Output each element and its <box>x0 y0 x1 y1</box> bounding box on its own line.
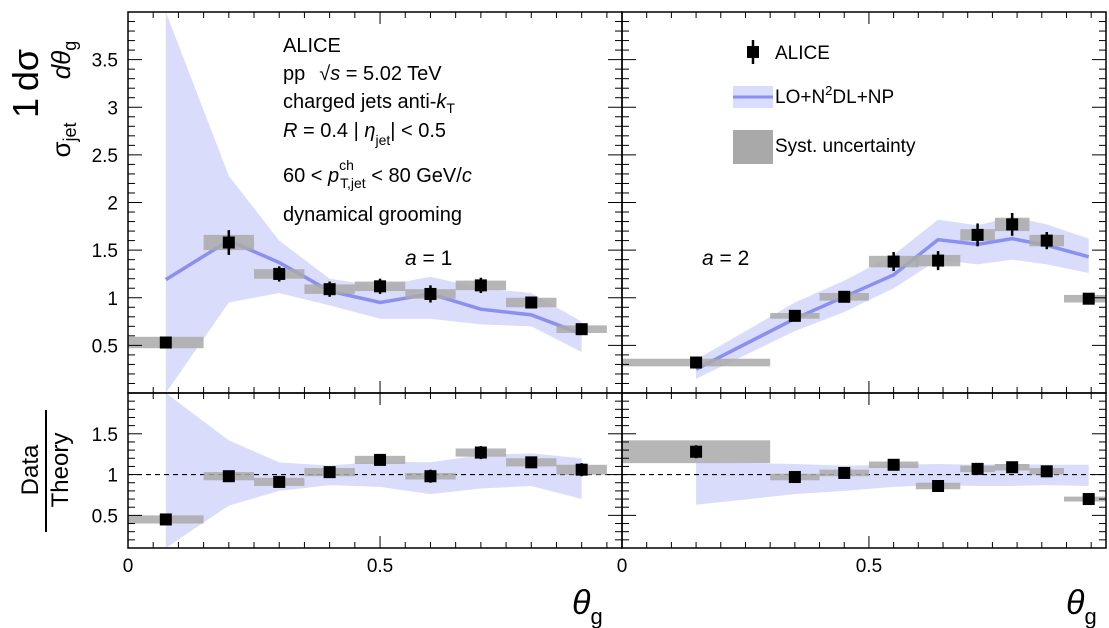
data-point <box>525 296 538 309</box>
info-pt: 60 < pch T,jet < 80 GeV/c <box>283 157 472 191</box>
data-point <box>690 356 703 369</box>
xtick-label: 0.5 <box>856 556 882 577</box>
theory-band <box>165 393 582 548</box>
ylabel-bottom: Data Theory <box>17 410 74 532</box>
data-point <box>374 280 387 293</box>
data-point <box>690 445 703 458</box>
data-point <box>575 463 588 476</box>
info-radius: R = 0.4 | ηjet| < 0.5 <box>283 120 446 148</box>
data-point <box>971 462 984 475</box>
info-text-block: ALICE pp √s = 5.02 TeV charged jets anti-… <box>283 35 472 226</box>
data-point <box>838 290 851 303</box>
ytick-label-bottom: 1 <box>107 466 118 487</box>
data-point <box>159 336 172 349</box>
plot-body-right-top <box>622 212 1106 379</box>
data-point <box>1006 218 1019 231</box>
data-point <box>1006 461 1019 474</box>
data-point <box>1040 465 1053 478</box>
ytick-label-top: 1.5 <box>92 241 118 262</box>
panel-right-bottom <box>622 440 1106 506</box>
annotation-a2: a = 2 <box>702 247 749 270</box>
annotation-a1: a = 1 <box>405 247 452 270</box>
data-point <box>323 283 336 296</box>
data-point <box>159 513 172 526</box>
xtick-label: 0.5 <box>367 556 393 577</box>
legend-syst-box <box>733 130 773 164</box>
data-point <box>887 255 900 268</box>
ytick-label-top: 3 <box>107 98 118 119</box>
ytick-label-top: 0.5 <box>92 336 118 357</box>
legend-data-label: ALICE <box>775 43 830 64</box>
ylabel-top: dσ 1 σjet dθg <box>5 41 80 158</box>
frame-right-top <box>621 11 1107 394</box>
data-point <box>474 279 487 292</box>
legend-syst-label: Syst. uncertainty <box>775 136 916 157</box>
xtick-label: 0 <box>617 556 628 577</box>
panel-left-top <box>128 12 607 393</box>
legend-item-data: ALICE <box>747 40 830 64</box>
ylabel-top-frac: dσ <box>5 49 46 91</box>
data-point <box>1040 234 1053 247</box>
plot-body-right-bottom <box>622 440 1106 506</box>
data-point <box>1082 292 1095 305</box>
ytick-label-bottom: 0.5 <box>92 506 118 527</box>
data-point <box>788 471 801 484</box>
frame-right-bottom <box>621 392 1107 549</box>
data-point <box>222 236 235 249</box>
xlabel-left: θg <box>572 584 603 628</box>
ylabel-top-one: 1 <box>5 98 46 118</box>
legend: ALICE LO+N2DL+NP Syst. uncertainty <box>733 40 916 164</box>
ytick-label-top: 2 <box>107 194 118 215</box>
info-grooming: dynamical grooming <box>283 204 462 226</box>
data-point <box>273 267 286 280</box>
ylabel-bottom-num: Data <box>17 444 44 495</box>
data-point <box>474 446 487 459</box>
legend-item-theory: LO+N2DL+NP <box>733 83 894 108</box>
data-point <box>323 466 336 479</box>
info-energy: pp √s = 5.02 TeV <box>283 63 442 85</box>
data-point <box>575 323 588 336</box>
data-point <box>971 228 984 241</box>
legend-item-syst: Syst. uncertainty <box>733 130 916 164</box>
xtick-label: 0 <box>123 556 134 577</box>
data-point <box>374 453 387 466</box>
axis-ticks: 0.5 1 1.5 2 2.5 3 3.5 0.5 1 1.5 0 0.5 0 0.5 <box>92 11 1106 577</box>
ytick-label-bottom: 1.5 <box>92 425 118 446</box>
info-experiment: ALICE <box>283 35 341 57</box>
xlabel-right: θg <box>1066 584 1097 628</box>
info-jets: charged jets anti-kT <box>283 91 455 116</box>
legend-data-marker <box>747 46 759 58</box>
plot-body-left-top <box>128 12 607 393</box>
ylabel-top-sigma: σjet <box>46 122 80 157</box>
ytick-label-top: 1 <box>107 289 118 310</box>
ytick-label-top: 3.5 <box>92 51 118 72</box>
theory-band <box>165 12 582 393</box>
data-point <box>424 287 437 300</box>
panel-right-top <box>622 212 1106 379</box>
ytick-label-top: 2.5 <box>92 146 118 167</box>
data-point <box>887 458 900 471</box>
panel-left-bottom <box>128 393 622 548</box>
ylabel-bottom-den: Theory <box>47 433 74 508</box>
data-point <box>932 480 945 492</box>
data-point <box>788 309 801 322</box>
data-point <box>424 470 437 483</box>
data-point <box>932 254 945 267</box>
data-point <box>838 466 851 479</box>
data-point <box>273 475 286 488</box>
ylabel-top-dtheta: dθg <box>46 41 80 80</box>
data-point <box>525 456 538 469</box>
data-point <box>222 470 235 483</box>
data-point <box>1082 493 1095 506</box>
plot-body-left-bottom <box>128 393 622 548</box>
theory-band <box>696 216 1089 379</box>
legend-theory-label: LO+N2DL+NP <box>775 83 894 108</box>
